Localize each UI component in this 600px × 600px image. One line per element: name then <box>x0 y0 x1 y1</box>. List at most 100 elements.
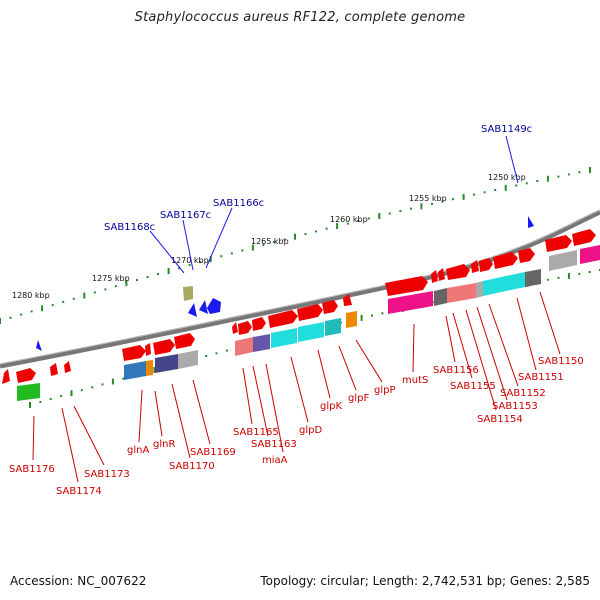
cog-box <box>549 250 577 271</box>
reverse-gene-arrow <box>36 340 42 351</box>
cog-box <box>124 361 146 380</box>
gene-label: SAB1154 <box>477 414 523 425</box>
kbp-label: 1280 kbp <box>12 291 50 300</box>
leader-line <box>338 345 357 391</box>
gene-label: glpK <box>320 401 342 412</box>
leader-line <box>476 306 508 401</box>
cog-box <box>253 334 270 352</box>
cog-box <box>525 269 541 287</box>
leader-line <box>412 323 415 373</box>
forward-gene-arrow <box>385 276 428 296</box>
forward-gene-arrow <box>50 363 58 376</box>
leader-line <box>205 207 233 269</box>
cog-box <box>146 360 153 376</box>
leader-line <box>317 349 331 399</box>
reverse-gene-arrow <box>199 300 208 314</box>
cog-box <box>235 337 253 356</box>
gene-label: glnA <box>127 445 149 456</box>
cog-box <box>155 354 178 373</box>
leader-line <box>182 219 194 271</box>
forward-gene-arrow <box>545 235 572 252</box>
leader-line <box>265 363 284 453</box>
cog-box <box>476 281 483 298</box>
cog-box <box>346 311 357 328</box>
gene-label: SAB1170 <box>169 461 215 472</box>
kbp-label: 1250 kbp <box>488 173 526 182</box>
forward-gene-arrow <box>268 310 298 328</box>
forward-gene-arrow <box>2 369 10 384</box>
kbp-label: 1255 kbp <box>409 194 447 203</box>
forward-gene-arrow <box>145 343 151 356</box>
kbp-label: 1270 kbp <box>171 256 209 265</box>
kbp-label: 1265 kbp <box>251 237 289 246</box>
leader-line <box>488 303 519 387</box>
leader-line <box>192 379 211 445</box>
leader-line <box>505 135 519 184</box>
forward-gene-arrow <box>252 317 266 331</box>
leader-line <box>149 230 185 274</box>
reverse-genes <box>36 216 534 351</box>
leader-line <box>32 415 35 461</box>
gene-label: SAB1168c <box>104 222 155 233</box>
leader-line <box>154 390 163 437</box>
gene-label: SAB1166c <box>213 198 264 209</box>
leader-line <box>138 389 143 443</box>
gene-label: glpP <box>374 385 396 396</box>
forward-gene-arrow <box>322 300 338 314</box>
forward-gene-arrow <box>16 368 36 383</box>
gene-label: SAB1167c <box>160 210 211 221</box>
gene-label: glpF <box>348 393 369 404</box>
accession-text: Accession: NC_007622 <box>10 574 147 588</box>
leader-line <box>290 356 309 423</box>
cog-box <box>580 245 600 264</box>
forward-gene-arrow <box>122 345 146 361</box>
forward-gene-arrow <box>174 333 195 349</box>
leader-line <box>242 367 253 425</box>
forward-gene-arrow <box>153 339 175 355</box>
gene-label: SAB1176 <box>9 464 55 475</box>
leader-line <box>73 405 105 466</box>
cog-box <box>434 288 447 306</box>
leader-line <box>355 339 383 383</box>
forward-gene-arrow <box>518 248 535 263</box>
gene-label: SAB1165 <box>233 427 279 438</box>
cog-box <box>271 328 297 348</box>
leader-line <box>61 407 79 483</box>
forward-genes <box>2 229 596 384</box>
forward-gene-arrow <box>431 270 438 283</box>
leader-line <box>445 315 456 363</box>
forward-gene-arrow <box>438 268 445 281</box>
reverse-gene-arrow <box>207 298 221 314</box>
cog-box <box>298 322 324 342</box>
gene-label: SAB1169 <box>190 447 236 458</box>
kbp-label: 1260 kbp <box>330 215 368 224</box>
forward-gene-arrow <box>297 304 323 321</box>
gene-label: SAB1152 <box>500 388 546 399</box>
gene-label: glnR <box>153 439 175 450</box>
kbp-label: 1275 kbp <box>92 274 130 283</box>
gene-label: miaA <box>262 455 288 466</box>
upper-leaders <box>149 135 519 274</box>
leader-line <box>171 383 191 459</box>
forward-gene-arrow <box>232 322 238 334</box>
gene-label: SAB1156 <box>433 365 479 376</box>
forward-gene-arrow <box>64 361 71 373</box>
page-title: Staphylococcus aureus RF122, complete ge… <box>134 10 466 25</box>
gene-label: SAB1153 <box>492 401 538 412</box>
cog-boxes <box>17 245 600 401</box>
cog-box <box>483 272 525 296</box>
outer-tick-ring <box>0 167 591 324</box>
gene-label: SAB1151 <box>518 372 564 383</box>
genome-backbone-highlight <box>0 209 600 365</box>
gene-label: mutS <box>402 375 428 386</box>
gene-label: glpD <box>299 425 322 436</box>
forward-gene-arrow <box>471 260 479 273</box>
cog-box <box>17 383 40 401</box>
genome-summary-text: Topology: circular; Length: 2,742,531 bp… <box>260 574 590 588</box>
forward-gene-arrow <box>343 294 352 306</box>
gene-label: SAB1155 <box>450 381 496 392</box>
reverse-gene-arrow <box>528 216 534 228</box>
cog-box <box>447 283 476 303</box>
forward-gene-arrow <box>493 252 518 269</box>
